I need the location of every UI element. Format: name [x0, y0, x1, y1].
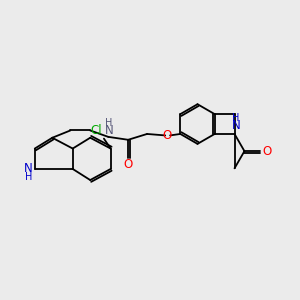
Text: N: N: [232, 119, 240, 132]
Text: O: O: [262, 145, 272, 158]
Text: H: H: [25, 172, 32, 182]
Text: H: H: [232, 113, 240, 123]
Text: Cl: Cl: [90, 124, 102, 137]
Text: O: O: [162, 129, 171, 142]
Text: N: N: [105, 124, 113, 137]
Text: N: N: [24, 163, 33, 176]
Text: O: O: [124, 158, 133, 171]
Text: H: H: [106, 118, 113, 128]
